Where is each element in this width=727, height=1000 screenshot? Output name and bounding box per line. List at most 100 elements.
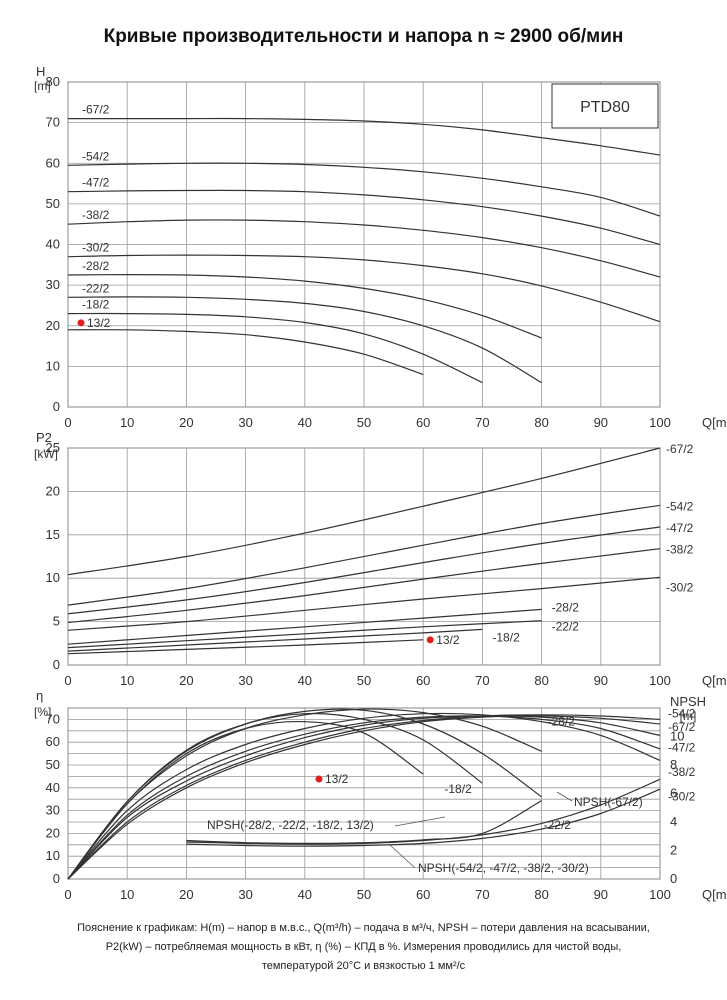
grid-layer	[67, 81, 661, 880]
efficiency-y-tick-label: 70	[46, 711, 60, 726]
npsh-leader-line-1	[394, 816, 446, 827]
power-x-tick-label: 40	[298, 673, 312, 688]
efficiency-y-tick-label: 50	[46, 757, 60, 772]
head-y-tick-label: 0	[53, 399, 60, 414]
head-y-tick-label: 50	[46, 196, 60, 211]
head-x-tick-label: 20	[179, 415, 193, 430]
efficiency-x-tick-label: 90	[594, 887, 608, 902]
efficiency-x-tick-label: 80	[534, 887, 548, 902]
head-curve-30-2	[67, 254, 661, 323]
head-curve-54-2	[67, 162, 661, 217]
power-label-22-2: -22/2	[552, 620, 580, 634]
power-curve-38-2	[67, 548, 661, 624]
power-x-tick-label: 30	[238, 673, 252, 688]
efficiency-x-tick-label: 100	[649, 887, 671, 902]
power-curve-54-2	[67, 504, 661, 606]
power-y-tick-label: 0	[53, 657, 60, 672]
efficiency-right-axis-title: NPSH	[670, 694, 706, 709]
power-y-tick-label: 20	[46, 483, 60, 498]
caption-line-2: P2(kW) – потребляемая мощность в кВт, η …	[105, 941, 622, 953]
head-y-tick-label: 80	[46, 74, 60, 89]
power-curve-28-2	[67, 608, 542, 645]
efficiency-right-tick-label: 8	[670, 757, 677, 772]
head-curve-67-2	[68, 117, 661, 156]
efficiency-y-axis-title: η	[36, 688, 43, 703]
head-y-tick-label: 20	[46, 318, 60, 333]
head-x-tick-label: 10	[120, 415, 134, 430]
efficiency-x-tick-label: 60	[416, 887, 430, 902]
power-y-axis-title: P2	[36, 430, 52, 445]
efficiency-label-13-2: 13/2	[325, 772, 349, 786]
head-y-tick-label: 40	[46, 237, 60, 252]
head-x-tick-label: 0	[64, 415, 71, 430]
head-x-axis-title: Q[m³/h]	[702, 415, 727, 430]
power-y-tick-label: 5	[53, 614, 60, 629]
efficiency-right-tick-label: 10	[670, 729, 684, 744]
efficiency-x-tick-label: 40	[298, 887, 312, 902]
power-x-tick-label: 10	[120, 673, 134, 688]
power-x-tick-label: 20	[179, 673, 193, 688]
head-y-tick-label: 30	[46, 277, 60, 292]
caption-line-1: Пояснение к графикам: H(m) – напор в м.в…	[77, 922, 650, 934]
head-label-28-2: -28/2	[82, 259, 110, 273]
efficiency-x-axis-title: Q[m³/h]	[702, 887, 727, 902]
head-label-67-2: -67/2	[82, 103, 110, 117]
efficiency-x-tick-label: 70	[475, 887, 489, 902]
power-label-28-2: -28/2	[552, 600, 580, 614]
head-curve-13-2	[67, 329, 424, 376]
efficiency-y-tick-label: 20	[46, 825, 60, 840]
efficiency-right-tick-label: 6	[670, 786, 677, 801]
power-curve-18-2	[67, 628, 483, 652]
power-curve-67-2	[67, 447, 661, 576]
curves-layer	[67, 117, 661, 880]
efficiency-label-47-2: -47/2	[668, 740, 696, 754]
efficiency-x-tick-label: 30	[238, 887, 252, 902]
efficiency-x-tick-label: 10	[120, 887, 134, 902]
power-x-tick-label: 0	[64, 673, 71, 688]
power-label-47-2: -47/2	[666, 521, 694, 535]
head-x-tick-label: 50	[357, 415, 371, 430]
efficiency-y-tick-label: 0	[53, 871, 60, 886]
head-y-axis-title: H	[36, 64, 45, 79]
power-x-tick-label: 50	[357, 673, 371, 688]
efficiency-x-tick-label: 0	[64, 887, 71, 902]
head-label-54-2: -54/2	[82, 149, 110, 163]
power-label-38-2: -38/2	[666, 543, 694, 557]
power-x-tick-label: 70	[475, 673, 489, 688]
head-curve-28-2	[67, 274, 542, 339]
head-y-tick-label: 60	[46, 155, 60, 170]
head-x-tick-label: 80	[534, 415, 548, 430]
power-y-tick-label: 25	[46, 440, 60, 455]
power-label-18-2: -18/2	[492, 630, 520, 644]
power-y-tick-label: 10	[46, 570, 60, 585]
power-marker-dot	[426, 636, 434, 644]
efficiency-y-tick-label: 30	[46, 803, 60, 818]
head-label-18-2: -18/2	[82, 298, 110, 312]
head-curve-47-2	[67, 189, 661, 246]
head-curve-38-2	[67, 219, 661, 278]
page-title: Кривые производительности и напора n ≈ 2…	[103, 26, 624, 47]
power-curve-30-2	[67, 576, 661, 631]
npsh-leader-line-3	[556, 791, 573, 802]
head-label-22-2: -22/2	[82, 281, 110, 295]
npsh-leader-line-2	[389, 844, 416, 869]
power-x-tick-label: 100	[649, 673, 671, 688]
power-y-axis-unit: [kW]	[34, 447, 58, 461]
efficiency-right-tick-label: 2	[670, 843, 677, 858]
efficiency-curve-npsh-28-2-22-2-18-2-13-2	[186, 800, 542, 845]
head-label-47-2: -47/2	[82, 176, 110, 190]
power-x-axis-title: Q[m³/h]	[702, 673, 727, 688]
efficiency-right-tick-label: 4	[670, 814, 677, 829]
power-curve-13-2	[67, 639, 424, 655]
head-label-38-2: -38/2	[82, 208, 110, 222]
efficiency-curve-13-2	[67, 720, 424, 880]
head-x-tick-label: 40	[298, 415, 312, 430]
efficiency-label-npsh-67-2: NPSH(-67/2)	[574, 795, 643, 809]
efficiency-x-tick-label: 20	[179, 887, 193, 902]
head-label-13-2: 13/2	[87, 316, 111, 330]
efficiency-label-30-2: -30/2	[668, 789, 696, 803]
head-x-tick-label: 90	[594, 415, 608, 430]
head-y-axis-unit: [m]	[34, 79, 51, 93]
power-label-67-2: -67/2	[666, 442, 694, 456]
